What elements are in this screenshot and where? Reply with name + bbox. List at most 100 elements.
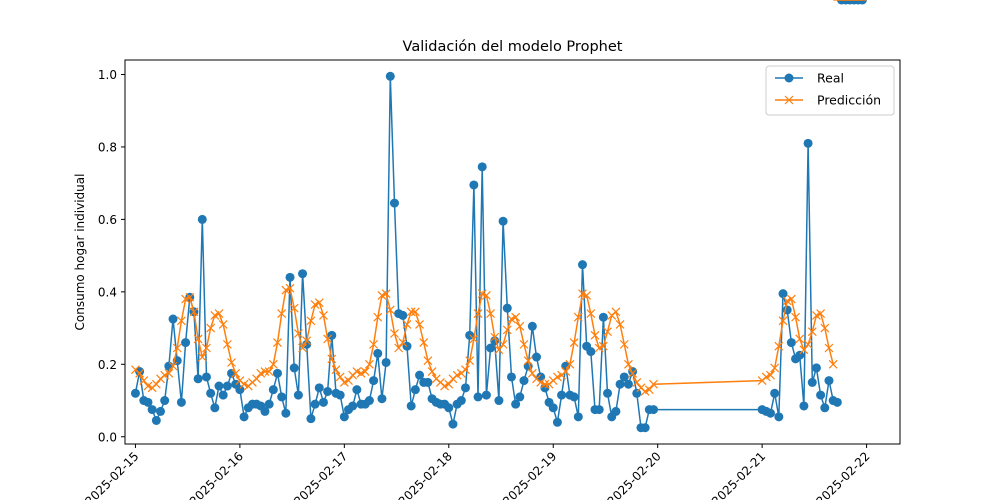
data-point-real: [160, 396, 170, 406]
data-point-real: [318, 397, 328, 407]
data-point-prediction: [331, 365, 341, 375]
data-point-real: [285, 272, 295, 282]
chart-title: Validación del modelo Prophet: [403, 39, 623, 55]
data-point-prediction: [486, 309, 495, 319]
data-point-prediction: [252, 374, 262, 384]
legend-real-label: Real: [817, 71, 844, 86]
data-point-real: [481, 390, 491, 400]
data-point-real: [486, 343, 496, 353]
data-point-prediction: [473, 309, 483, 319]
data-point-real: [577, 260, 587, 270]
data-point-prediction: [799, 345, 809, 355]
data-point-prediction: [364, 359, 374, 369]
data-point-prediction: [268, 359, 278, 369]
data-point-real: [456, 396, 466, 406]
data-point-prediction: [523, 356, 533, 366]
data-point-real: [201, 372, 211, 382]
data-point-prediction: [360, 367, 370, 376]
legend-prediction-label: Predicción: [817, 93, 881, 108]
data-point-prediction: [774, 341, 784, 351]
data-point-prediction: [615, 320, 625, 329]
data-point-real: [235, 385, 245, 395]
data-point-prediction: [824, 343, 834, 353]
data-point-real: [206, 388, 216, 398]
data-point-real: [799, 401, 809, 411]
data-point-prediction: [335, 372, 345, 382]
data-point-real: [765, 408, 775, 418]
data-point-real: [519, 376, 529, 386]
data-point-real: [364, 396, 374, 406]
data-point-prediction: [214, 309, 224, 319]
data-point-real: [820, 403, 830, 413]
data-point-real: [147, 405, 157, 415]
data-point-real: [816, 390, 826, 400]
data-point-real: [310, 399, 320, 409]
data-point-prediction: [218, 320, 228, 329]
data-point-real: [214, 381, 224, 391]
data-point-real: [811, 363, 821, 373]
data-point-prediction: [791, 312, 800, 322]
data-point-real: [502, 303, 512, 313]
data-point-prediction: [231, 368, 241, 378]
data-point-real: [406, 401, 416, 411]
data-point-real: [573, 412, 583, 422]
data-point-real: [824, 376, 834, 386]
data-point-real: [410, 385, 420, 395]
data-point-prediction: [415, 320, 424, 329]
data-point-prediction: [561, 367, 571, 376]
data-point-prediction: [582, 291, 592, 300]
data-point-prediction: [206, 323, 216, 333]
data-point-prediction: [816, 309, 826, 319]
data-point-prediction: [502, 325, 512, 335]
y-tick-label: 0.8: [98, 140, 117, 154]
data-point-prediction: [598, 341, 608, 351]
data-point-real: [398, 310, 408, 320]
data-point-real: [373, 348, 383, 358]
data-point-prediction: [410, 307, 420, 317]
data-point-real: [289, 363, 299, 373]
data-point-real: [293, 390, 303, 400]
data-point-real: [498, 216, 508, 226]
data-point-real: [552, 417, 562, 427]
data-point-prediction: [628, 368, 638, 378]
data-point-prediction: [164, 368, 174, 378]
data-point-real: [477, 162, 487, 172]
data-point-prediction: [306, 316, 316, 326]
data-point-real: [807, 377, 817, 387]
data-point-prediction: [319, 310, 328, 320]
data-point-prediction: [423, 356, 433, 366]
data-point-prediction: [619, 339, 629, 349]
data-point-real: [423, 377, 433, 387]
data-point-real: [181, 338, 191, 348]
data-point-real: [473, 392, 483, 402]
data-point-real: [323, 386, 333, 396]
data-point-prediction: [498, 339, 508, 349]
data-point-prediction: [490, 332, 500, 342]
data-point-real: [415, 370, 425, 380]
data-point-real: [623, 379, 633, 389]
data-point-prediction: [766, 370, 775, 380]
data-point-prediction: [649, 379, 658, 389]
data-point-real: [557, 390, 567, 400]
data-point-real: [222, 381, 232, 391]
data-point-real: [385, 71, 395, 81]
data-point-real: [532, 352, 542, 362]
data-point-real: [143, 397, 153, 407]
data-point-prediction: [390, 329, 399, 338]
data-point-prediction: [565, 359, 575, 369]
data-point-prediction: [519, 339, 529, 349]
data-point-prediction: [444, 379, 454, 389]
data-point-real: [536, 372, 546, 382]
data-point-prediction: [260, 367, 270, 376]
plot-frame: [124, 59, 901, 445]
data-point-prediction: [302, 336, 312, 346]
data-point-prediction: [151, 379, 161, 389]
data-point-real: [448, 419, 458, 429]
data-point-prediction: [176, 316, 186, 326]
data-point-real: [619, 372, 629, 382]
data-point-prediction: [394, 343, 404, 353]
data-point-real: [272, 368, 282, 378]
data-point-prediction: [193, 334, 203, 344]
data-point-real: [795, 350, 805, 360]
